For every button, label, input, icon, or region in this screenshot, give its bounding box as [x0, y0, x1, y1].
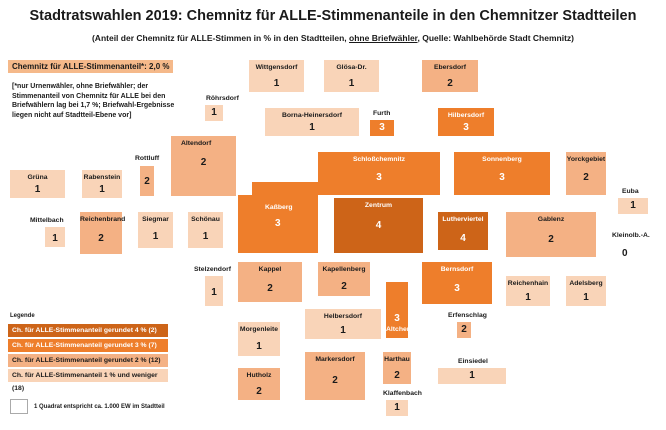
district-label-mittelbach: Mittelbach [30, 217, 64, 224]
district-label-klaffenbach: Klaffenbach [383, 390, 422, 397]
district-erfenschlag: 2 [457, 322, 471, 338]
district-label-altchemnitz: Altchemnitz [386, 326, 425, 333]
overall-share-badge: Chemnitz für ALLE-Stimmenanteil*: 2,0 % [8, 60, 173, 73]
district-altendorf: Altendorf 2 [171, 136, 236, 196]
map-title: Stadtratswahlen 2019: Chemnitz für ALLE-… [29, 8, 637, 24]
district-adelsberg: Adelsberg 1 [566, 276, 606, 306]
district-label-kleinolbersdorf: Kleinolb.-A. [612, 232, 650, 239]
district-lutherviertel: Lutherviertel 4 [438, 212, 488, 250]
district-label-furth: Furth [373, 110, 391, 117]
district-sonnenberg: Sonnenberg 3 [454, 152, 550, 195]
legend-item-4-percent: Ch. für ALLE-Stimmenanteil gerundet 4 % … [8, 324, 168, 337]
district-kassberg [238, 195, 318, 253]
district-bernsdorf: Bernsdorf 3 [422, 262, 492, 304]
district-altchemnitz: 3 [386, 282, 408, 338]
district-kassberg-upper [252, 182, 318, 196]
district-roehrsdorf: 1 [205, 105, 223, 121]
district-kappel: Kappel 2 [238, 262, 302, 302]
district-stelzendorf: 1 [205, 276, 223, 306]
district-value-kassberg: 3 [275, 218, 281, 229]
district-kapellenberg: Kapellenberg 2 [318, 262, 370, 296]
legend-item-2-percent: Ch. für ALLE-Stimmenanteil gerundet 2 % … [8, 354, 168, 367]
district-einsiedel: 1 [438, 368, 506, 384]
district-reichenhain: Reichenhain 1 [506, 276, 550, 306]
district-furth: 3 [370, 120, 394, 136]
legend-item-3-percent: Ch. für ALLE-Stimmenanteil gerundet 3 % … [8, 339, 168, 352]
district-label-euba: Euba [622, 188, 639, 195]
scale-note: 1 Quadrat entspricht ca. 1.000 EW im Sta… [34, 404, 165, 410]
district-yorckgebiet: Yorckgebiet 2 [566, 152, 606, 195]
district-siegmar: Siegmar 1 [138, 212, 173, 248]
district-reichenbrand: Reichenbrand 2 [80, 212, 125, 254]
district-label-kassberg: Kaßberg [265, 204, 293, 211]
district-gablenz: Gablenz 2 [506, 212, 596, 257]
district-wittgensdorf: Wittgensdorf 1 [249, 60, 304, 92]
map-subtitle: (Anteil der Chemnitz für ALLE-Stimmen in… [91, 33, 575, 43]
district-borna-heinersdorf: Borna-Heinersdorf 1 [265, 108, 359, 136]
scale-square-icon [10, 399, 28, 414]
district-rabenstein: Rabenstein 1 [82, 170, 122, 198]
district-morgenleite: Morgenleite 1 [238, 322, 280, 356]
district-label-erfenschlag: Erfenschlag [448, 312, 487, 319]
legend-title: Legende [10, 313, 35, 319]
district-label-rottluff: Rottluff [135, 155, 160, 162]
district-mittelbach: 1 [45, 227, 65, 247]
district-rottluff: 2 [140, 166, 154, 196]
footnote: [*nur Urnenwähler, ohne Briefwähler; der… [12, 83, 175, 119]
district-label-einsiedel: Einsiedel [458, 358, 488, 365]
district-hutholz: Hutholz 2 [238, 368, 280, 400]
district-markersdorf: Markersdorf 2 [305, 352, 365, 400]
district-label-stelzendorf: Stelzendorf [194, 266, 232, 273]
district-zentrum: Zentrum 4 [334, 198, 423, 253]
district-gruena: Grüna 1 [10, 170, 65, 198]
district-value-kleinolbersdorf: 0 [622, 248, 628, 259]
district-harthau: Harthau 2 [383, 352, 411, 384]
district-hilbersdorf: Hilbersdorf 3 [438, 108, 494, 136]
district-helbersdorf: Helbersdorf 1 [305, 309, 381, 339]
district-ebersdorf: Ebersdorf 2 [422, 60, 478, 92]
legend-item-1-percent: Ch. für ALLE-Stimmenanteil 1 % und wenig… [8, 369, 168, 392]
district-klaffenbach: 1 [386, 400, 408, 416]
district-gloesa-draisdorf: Glösa-Dr. 1 [324, 60, 379, 92]
district-schoenau: Schönau 1 [188, 212, 223, 248]
district-label-roehrsdorf: Röhrsdorf [206, 95, 239, 102]
district-euba: 1 [618, 198, 648, 214]
district-schlosschemnitz: Schloßchemnitz 3 [318, 152, 440, 195]
